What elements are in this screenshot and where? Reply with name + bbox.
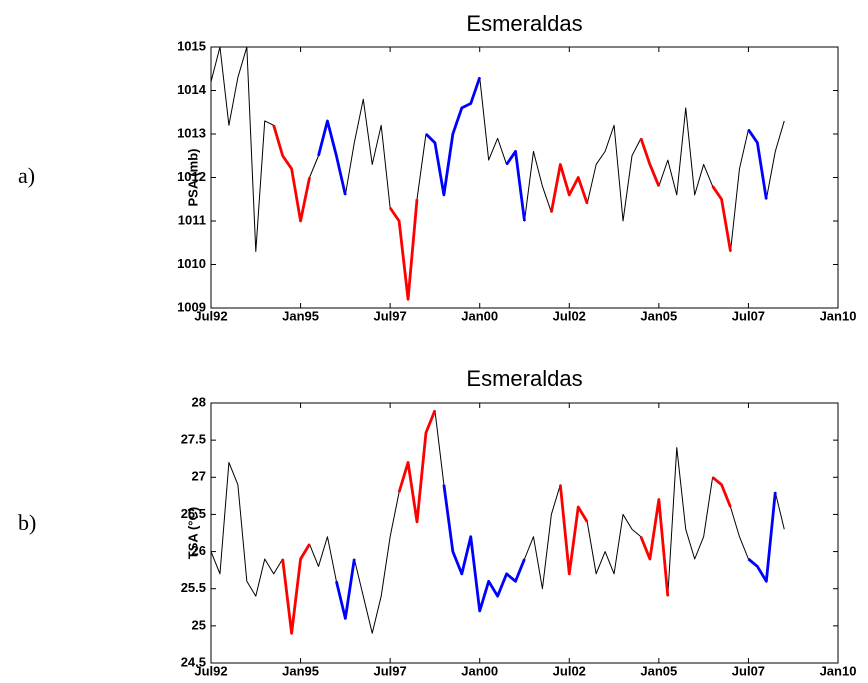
- series-line: [281, 409, 732, 635]
- x-tick-label: Jan95: [282, 663, 319, 678]
- x-tick-label: Jan95: [282, 308, 319, 323]
- panel-label: a): [18, 163, 35, 188]
- y-tick-label: 25: [192, 617, 206, 632]
- series-line: [210, 46, 785, 300]
- plot-frame: [210, 402, 839, 664]
- x-tick-label: Jul92: [194, 663, 227, 678]
- chart-title: Esmeraldas: [466, 366, 582, 391]
- x-tick-label: Jan00: [461, 308, 498, 323]
- series-line: [335, 484, 777, 620]
- series-line: [317, 76, 768, 222]
- y-tick-label: 1013: [177, 125, 206, 140]
- x-tick-label: Jan05: [640, 308, 677, 323]
- x-tick-label: Jul92: [194, 308, 227, 323]
- x-tick-label: Jul97: [374, 308, 407, 323]
- x-tick-label: Jan05: [640, 663, 677, 678]
- y-axis-label: PSA (mb): [185, 148, 200, 206]
- y-tick-label: 1014: [177, 82, 207, 97]
- y-tick-label: 26: [192, 543, 206, 558]
- panel-label: b): [18, 510, 36, 535]
- y-tick-label: 25.5: [181, 580, 206, 595]
- y-tick-label: 1011: [178, 212, 206, 227]
- y-tick-label: 24.5: [181, 654, 206, 669]
- x-tick-label: Jul07: [732, 663, 765, 678]
- plot-frame: [210, 46, 839, 309]
- series-line: [272, 124, 732, 301]
- x-tick-label: Jul02: [553, 663, 586, 678]
- y-tick-label: 1012: [177, 169, 206, 184]
- chart-title: Esmeraldas: [466, 11, 582, 36]
- x-tick-label: Jul02: [553, 308, 586, 323]
- y-axis-label: TSA (°C): [185, 507, 200, 559]
- y-tick-label: 1015: [177, 38, 206, 53]
- x-tick-label: Jan10: [820, 663, 857, 678]
- x-tick-label: Jul07: [732, 308, 765, 323]
- y-tick-label: 27.5: [181, 432, 206, 447]
- y-tick-label: 26.5: [181, 506, 206, 521]
- x-tick-label: Jan00: [461, 663, 498, 678]
- y-tick-label: 28: [192, 394, 206, 409]
- x-tick-label: Jan10: [820, 308, 857, 323]
- y-tick-label: 27: [192, 469, 206, 484]
- x-tick-label: Jul97: [374, 663, 407, 678]
- y-tick-label: 1009: [177, 299, 206, 314]
- y-tick-label: 1010: [177, 256, 206, 271]
